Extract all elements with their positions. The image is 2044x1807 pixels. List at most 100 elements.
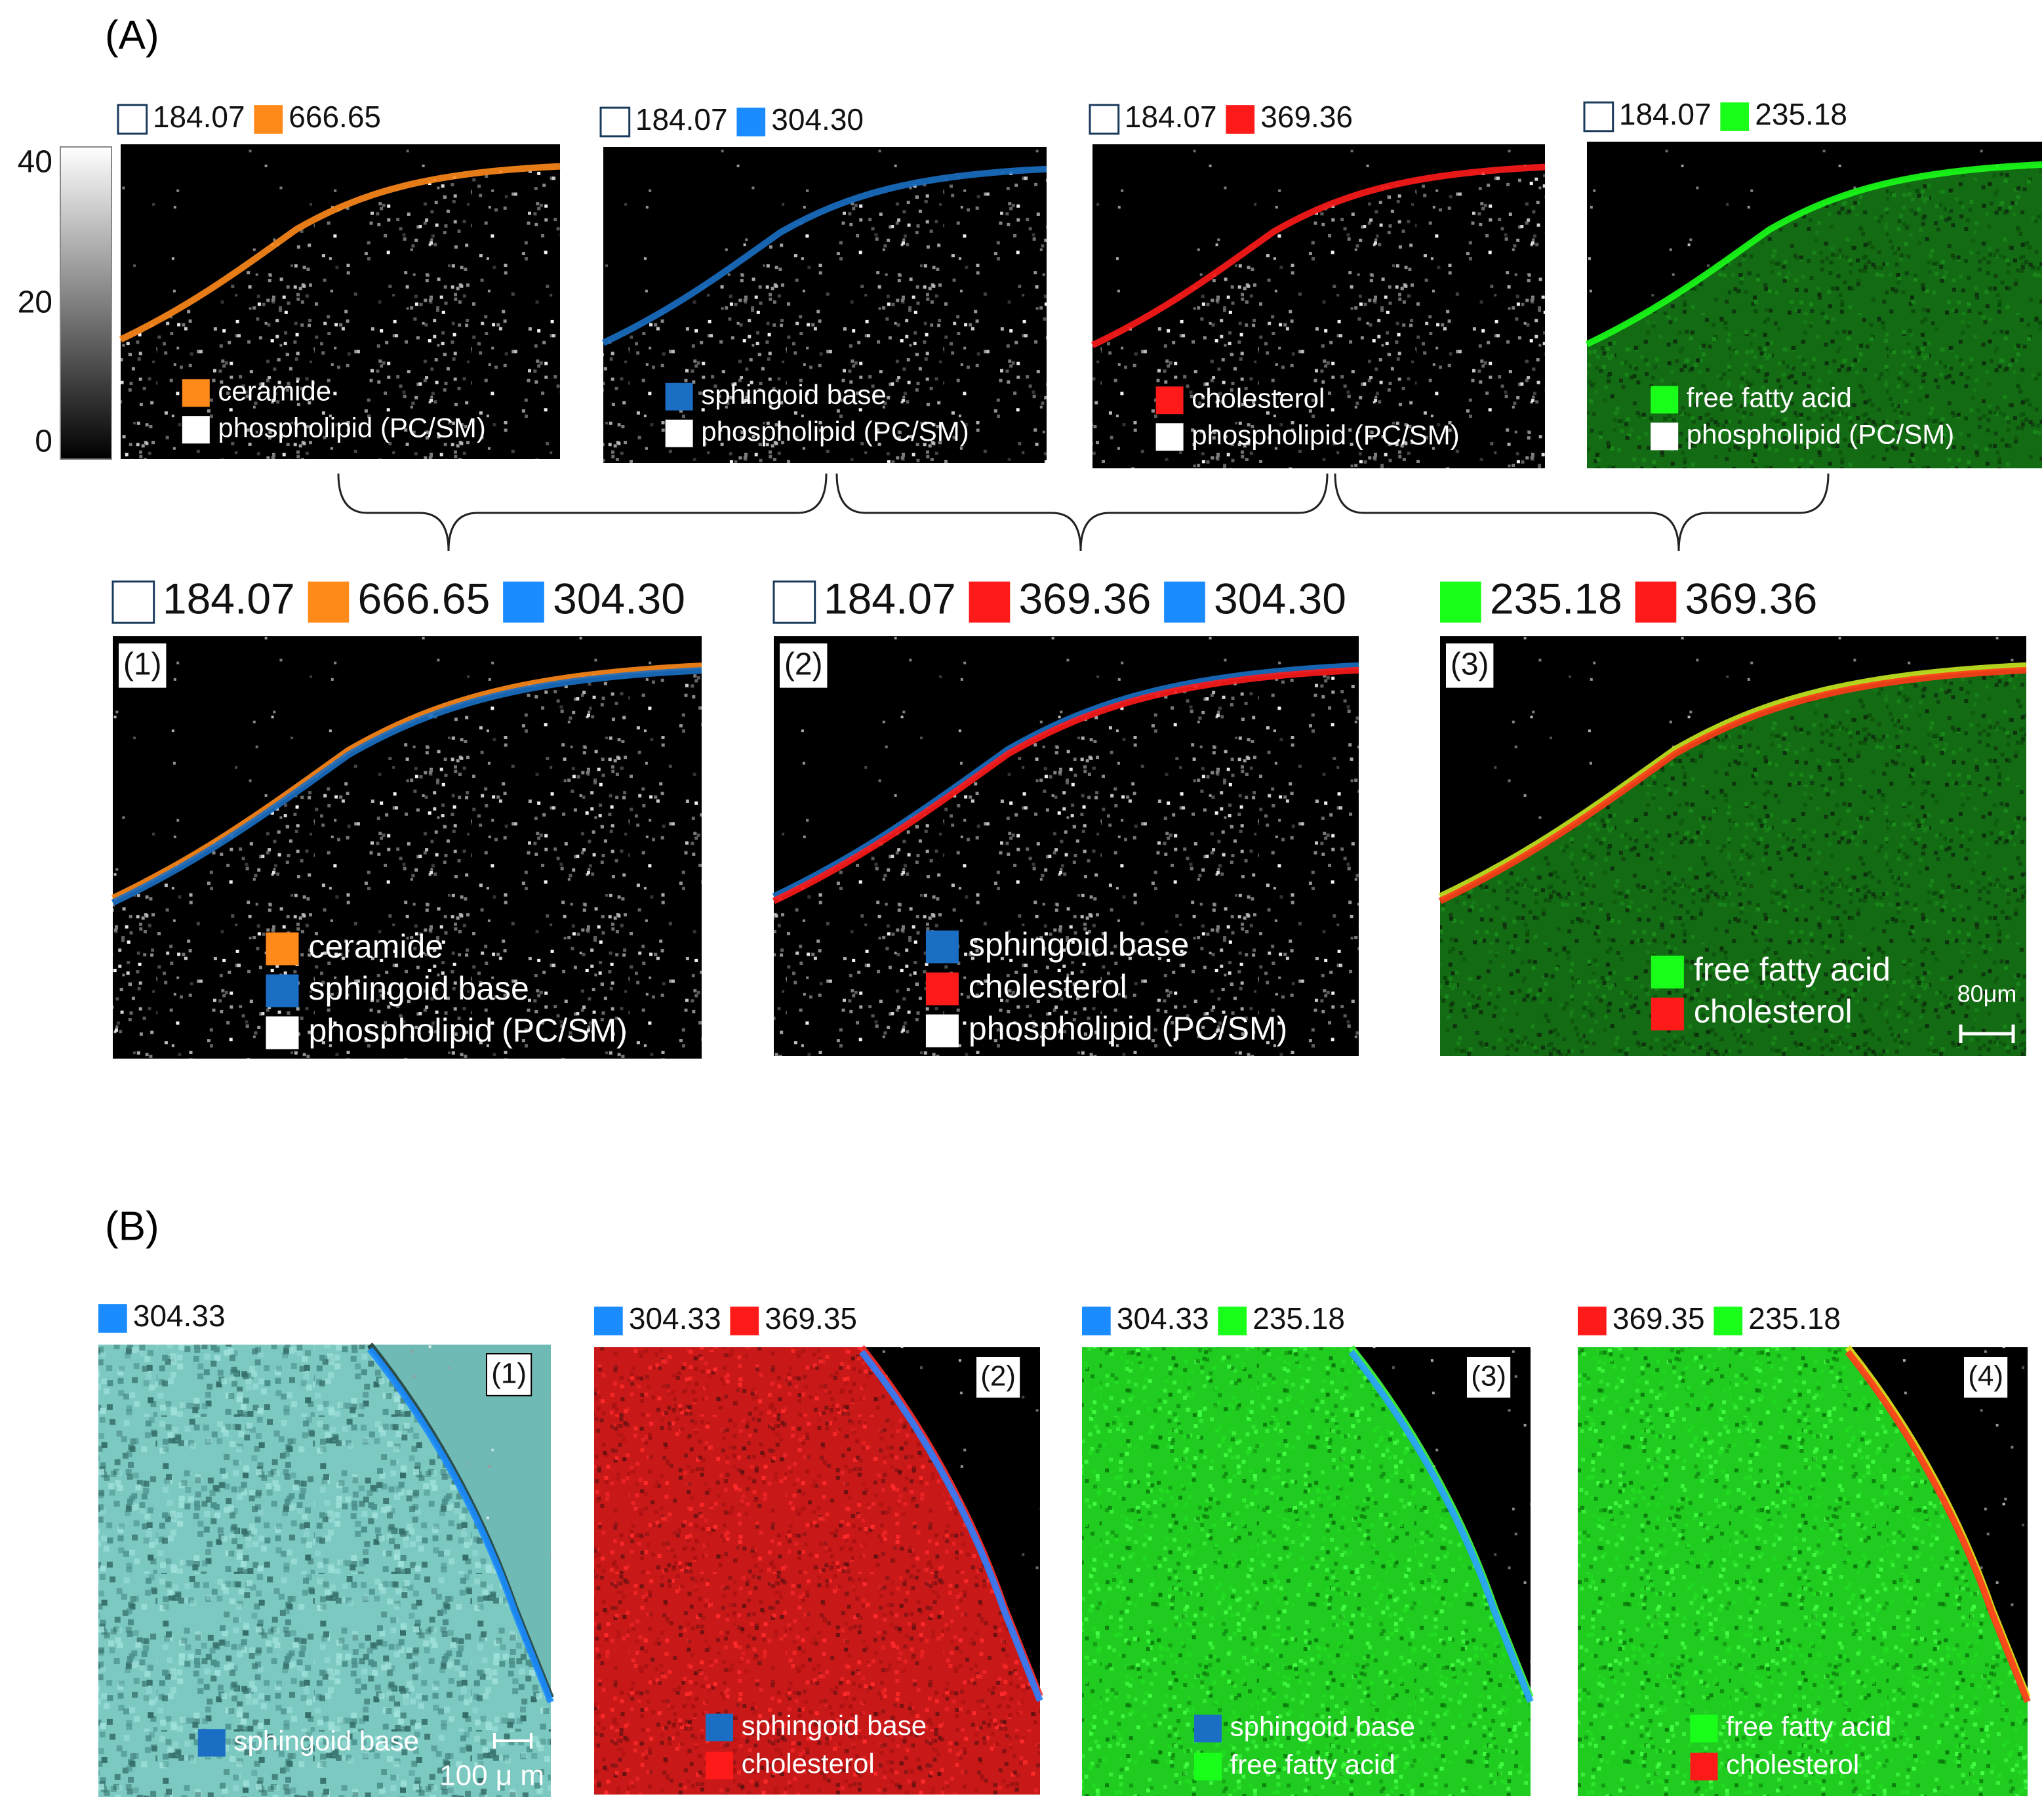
tissue (113, 666, 702, 1059)
legend-label: phospholipid (PC/SM) (218, 412, 486, 443)
legend-swatch (266, 932, 299, 965)
header-swatch (1082, 1307, 1111, 1335)
panel-label: (B) (105, 1204, 159, 1249)
header-mz: 304.33 (629, 1301, 721, 1335)
brace (337, 473, 828, 552)
tissue-edge (1585, 161, 2043, 348)
header-mz: 369.36 (1685, 574, 1817, 622)
legend-label: free fatty acid (1694, 951, 1891, 988)
header-mz: 184.07 (153, 100, 245, 134)
tissue-edge (1845, 1349, 2031, 1703)
legend-label: cholesterol (1192, 382, 1325, 413)
header-mz: 235.18 (1755, 97, 1847, 131)
tissue-edge (1438, 666, 2027, 904)
header-swatch (254, 105, 283, 134)
header-mz: 369.36 (1260, 100, 1353, 134)
tissue (1440, 665, 2026, 1056)
tag: (1) (491, 1358, 527, 1390)
header-mz: 369.35 (765, 1301, 857, 1335)
legend-label: free fatty acid (1687, 382, 1852, 413)
header-mz: 304.30 (553, 574, 685, 622)
tissue-edge (119, 163, 561, 343)
header-mz: 184.07 (635, 102, 728, 136)
legend-swatch (665, 419, 693, 447)
legend-swatch (1651, 386, 1679, 414)
colorbar-tick-label: 20 (18, 285, 52, 320)
brace (835, 473, 1329, 552)
colorbar (60, 146, 112, 460)
header-swatch (1164, 581, 1205, 623)
tissue-edge (111, 667, 702, 906)
legend-label: cholesterol (742, 1748, 875, 1779)
tissue-edge (772, 666, 1359, 904)
header-swatch (594, 1307, 623, 1335)
legend-swatch (665, 382, 693, 411)
legend-swatch (266, 1016, 299, 1049)
header-swatch (1218, 1307, 1247, 1335)
image (119, 144, 561, 459)
legend-label: cholesterol (1694, 993, 1853, 1030)
header-swatch (599, 106, 631, 138)
header-swatch (1089, 104, 1120, 135)
tissue (594, 1347, 1040, 1795)
header-mz: 184.07 (824, 574, 956, 622)
legend-label: sphingoid base (742, 1710, 927, 1741)
legend-label: phospholipid (PC/SM) (969, 1010, 1287, 1047)
legend-swatch (925, 930, 959, 964)
header-mz: 666.65 (357, 574, 490, 622)
header-swatch (111, 580, 155, 624)
tissue (1092, 167, 1545, 468)
legend-label: sphingoid base (701, 379, 887, 410)
legend-label: sphingoid base (308, 970, 529, 1007)
tag: (3) (1471, 1360, 1506, 1392)
header-mz: 304.33 (133, 1299, 226, 1333)
scale-bar (493, 1733, 532, 1749)
tag: (3) (1451, 647, 1489, 682)
header-swatch (98, 1304, 127, 1333)
image (111, 636, 702, 1059)
tag-box (117, 642, 168, 689)
header-mz: 235.18 (1748, 1301, 1841, 1335)
header-swatch (730, 1307, 759, 1335)
legend-label: ceramide (218, 375, 331, 406)
header-mz: 235.18 (1490, 574, 1622, 622)
header-swatch (117, 104, 148, 135)
header-swatch (1583, 101, 1614, 132)
tissue-edge (367, 1347, 554, 1704)
tissue (1578, 1347, 2028, 1796)
panel-label: (A) (105, 12, 159, 58)
braces (337, 473, 1830, 552)
header-mz: 184.07 (1619, 97, 1712, 131)
tissue-edge (772, 662, 1359, 900)
tissue (121, 166, 560, 459)
tag-box (1445, 642, 1495, 689)
header-swatch (1226, 105, 1255, 134)
legend-swatch (706, 1713, 733, 1741)
legend-label: phospholipid (PC/SM) (1192, 419, 1460, 450)
tissue-edge (1091, 163, 1546, 348)
tag: (4) (1968, 1360, 2003, 1392)
legend-label: sphingoid base (233, 1725, 419, 1756)
header-swatch (1635, 581, 1677, 623)
tissue-edge (1438, 662, 2027, 900)
header-swatch (1713, 1307, 1743, 1335)
tag: (2) (980, 1360, 1016, 1392)
tissue (1082, 1347, 1531, 1796)
legend-label: free fatty acid (1726, 1711, 1891, 1741)
image (1578, 1345, 2031, 1796)
image (601, 147, 1047, 463)
legend-label: phospholipid (PC/SM) (701, 416, 969, 447)
header-mz: 666.65 (289, 100, 381, 134)
tag-box (1963, 1356, 2009, 1399)
legend-swatch (925, 1014, 959, 1047)
legend-swatch (1155, 423, 1184, 451)
header-swatch (503, 581, 544, 623)
legend-swatch (706, 1751, 733, 1779)
header-swatch (772, 580, 816, 624)
header-swatch (1720, 102, 1750, 131)
legend-swatch (182, 416, 210, 444)
colorbar-tick-label: 0 (35, 424, 52, 459)
legend-swatch (1690, 1715, 1718, 1743)
legend-swatch (1194, 1753, 1222, 1781)
